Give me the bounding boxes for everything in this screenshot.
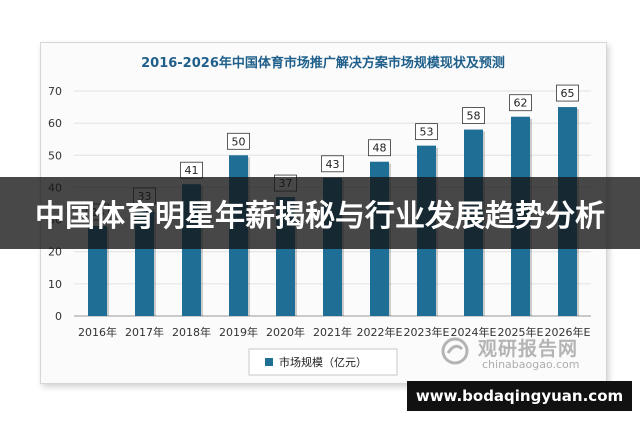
data-label: 48 xyxy=(373,142,387,155)
x-tick-label: 2023年E xyxy=(404,325,450,339)
data-label-box xyxy=(509,94,532,112)
data-label-box xyxy=(556,84,579,102)
data-label-box xyxy=(227,132,250,150)
data-label: 62 xyxy=(514,97,528,110)
y-tick-label: 0 xyxy=(55,310,62,323)
data-label: 43 xyxy=(326,158,340,171)
headline-banner: 中国体育明星年薪揭秘与行业发展趋势分析 xyxy=(0,177,640,249)
x-tick-label: 2017年 xyxy=(125,325,164,339)
data-label-box xyxy=(415,123,438,141)
data-label-box xyxy=(368,139,391,157)
y-tick-label: 50 xyxy=(48,149,62,162)
legend-swatch xyxy=(265,358,273,366)
x-tick-label: 2025年E xyxy=(498,325,544,339)
chart-title: 2016-2026年中国体育市场推广解决方案市场规模现状及预测 xyxy=(141,55,505,71)
data-label: 41 xyxy=(185,164,199,177)
x-tick-label: 2024年E xyxy=(451,325,497,339)
legend-label: 市场规模（亿元） xyxy=(279,355,367,369)
y-tick-label: 60 xyxy=(48,117,62,130)
x-tick-label: 2016年 xyxy=(78,325,117,339)
watermark-en: chinabaogao.com xyxy=(482,358,580,371)
watermark-logo-icon xyxy=(441,337,469,365)
legend-box xyxy=(248,348,398,376)
data-label: 53 xyxy=(420,126,434,139)
watermark: 观研报告网 chinabaogao.com xyxy=(440,334,600,378)
x-tick-label: 2019年 xyxy=(219,325,258,339)
legend: 市场规模（亿元） xyxy=(248,348,398,376)
data-label: 58 xyxy=(467,110,481,123)
headline-text: 中国体育明星年薪揭秘与行业发展趋势分析 xyxy=(35,199,605,234)
data-label-box xyxy=(462,107,485,124)
y-tick-label: 10 xyxy=(48,278,62,291)
x-tick-label: 2018年 xyxy=(172,325,211,339)
x-tick-label: 2021年 xyxy=(313,325,352,339)
x-tick-label: 2020年 xyxy=(266,325,305,339)
x-tick-label: 2022年E xyxy=(357,325,403,339)
site-url-bar[interactable]: www.bodaqingyuan.com xyxy=(407,381,632,411)
y-tick-label: 70 xyxy=(48,85,62,98)
site-url[interactable]: www.bodaqingyuan.com xyxy=(415,387,624,405)
watermark-cn: 观研报告网 xyxy=(478,338,579,360)
data-label-box xyxy=(321,155,344,173)
x-tick-label: 2026年E xyxy=(545,325,591,339)
data-label: 65 xyxy=(561,87,575,100)
data-label: 50 xyxy=(232,135,246,148)
x-axis-ticks: 2016年 2017年 2018年 2019年 2020年 2021年 2022年E 2023… xyxy=(78,325,591,339)
